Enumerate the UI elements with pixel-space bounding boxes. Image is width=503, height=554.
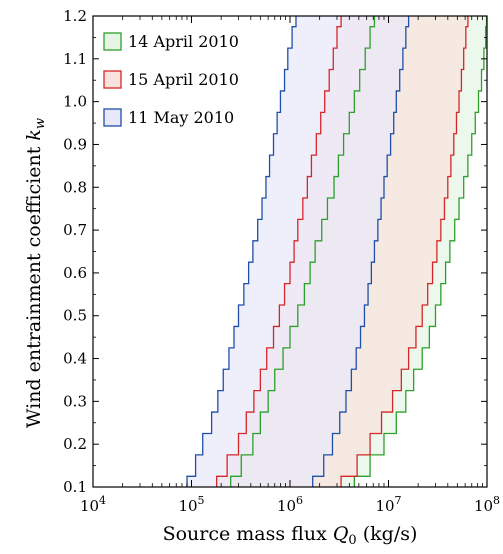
y-tick-label: 0.1 <box>63 478 87 496</box>
x-tick-label: 107 <box>375 494 401 515</box>
y-axis-title: Wind entrainment coefficient kw <box>23 118 48 428</box>
x-tick-label: 108 <box>474 494 500 515</box>
series-upper-edge-0 <box>353 16 488 487</box>
y-tick-label: 1.0 <box>63 93 87 111</box>
series-upper-edge-1 <box>340 16 469 487</box>
y-tick-label: 0.7 <box>63 221 87 239</box>
tick-labels: 0.1 0.2 0.3 0.4 0.5 0.6 0.7 0.8 0.9 1.0 1.1 1.2 104 1… <box>63 7 500 515</box>
y-tick-label: 0.4 <box>63 350 87 368</box>
y-tick-label: 0.2 <box>63 435 87 453</box>
y-tick-label: 0.5 <box>63 307 87 325</box>
series-lower-edge-2 <box>186 16 297 487</box>
y-tick-label: 0.6 <box>63 264 87 282</box>
series-lower-edge-1 <box>215 16 342 487</box>
y-tick-label: 1.2 <box>63 7 87 25</box>
legend-swatch <box>103 32 122 51</box>
legend-label: 11 May 2010 <box>128 108 234 127</box>
legend-label: 14 April 2010 <box>128 32 239 51</box>
y-tick-label: 0.8 <box>63 178 87 196</box>
legend-swatch <box>103 70 122 89</box>
axis-ticks <box>92 15 488 488</box>
series-upper-edge-2 <box>312 16 410 487</box>
x-axis-title: Source mass flux Q0 (kg/s) <box>163 523 418 548</box>
legend-swatch <box>103 108 122 127</box>
x-tick-label: 106 <box>277 494 303 515</box>
x-tick-label: 105 <box>178 494 204 515</box>
y-tick-label: 0.9 <box>63 135 87 153</box>
series-outlines <box>186 16 488 487</box>
y-tick-label: 1.1 <box>63 50 87 68</box>
x-tick-label: 104 <box>80 494 106 515</box>
y-tick-label: 0.3 <box>63 392 87 410</box>
legend-label: 15 April 2010 <box>128 70 239 89</box>
series-lower-edge-0 <box>230 16 376 487</box>
legend: 14 April 2010 15 April 2010 11 May 2010 <box>103 32 239 127</box>
